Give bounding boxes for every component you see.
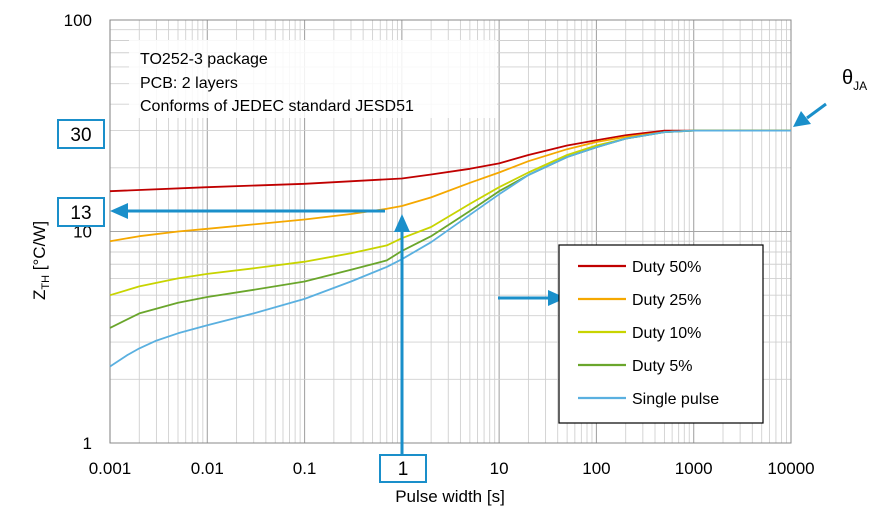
series-line: [109, 129, 791, 193]
series-line: [109, 129, 791, 243]
annotations: 30 13 1 θJA: [57, 67, 867, 483]
y-axis-title-main: Z: [30, 290, 49, 300]
theta-symbol: θ: [842, 67, 853, 89]
value-box-30-label: 30: [70, 125, 91, 146]
y-axis-title: ZTH [°C/W]: [30, 221, 52, 300]
y-tick-label: 1: [83, 434, 92, 453]
legend-label: Single pulse: [632, 391, 719, 408]
value-box-13-label: 13: [70, 203, 91, 224]
legend-label: Duty 25%: [632, 292, 701, 309]
x-tick-label: 10000: [767, 459, 814, 478]
legend-label: Duty 50%: [632, 259, 701, 276]
tick-labels: 0.001 0.01 0.1 10 100 1000 10000 1 10 100: [64, 11, 815, 478]
y-axis-title-sub: TH: [40, 275, 52, 290]
x-tick-label: 0.001: [89, 459, 132, 478]
vertical-guide-arrowhead: [394, 214, 410, 232]
theta-ja-label: θJA: [842, 67, 867, 93]
value-box-1-label: 1: [398, 459, 409, 480]
theta-pointer-arrow: [806, 102, 827, 120]
info-line-2: PCB: 2 layers: [140, 75, 238, 92]
value-box-30: [57, 119, 105, 149]
info-line-3: Conforms of JEDEC standard JESD51: [140, 98, 414, 115]
x-tick-label: 10: [490, 459, 509, 478]
legend-label: Duty 5%: [632, 358, 692, 375]
x-tick-label: 0.1: [293, 459, 317, 478]
x-axis-title: Pulse width [s]: [395, 487, 505, 506]
y-tick-label: 100: [64, 11, 92, 30]
y-tick-label: 10: [73, 223, 92, 242]
x-tick-label: 1000: [675, 459, 713, 478]
info-box: TO252-3 package PCB: 2 layers Conforms o…: [129, 40, 497, 118]
y-axis-title-unit: [°C/W]: [30, 221, 49, 275]
legend-label: Duty 10%: [632, 325, 701, 342]
legend-pointer-arrowhead: [548, 290, 566, 306]
x-tick-label: 100: [582, 459, 610, 478]
theta-subscript: JA: [853, 79, 867, 93]
x-tick-label: 0.01: [191, 459, 224, 478]
info-line-1: TO252-3 package: [140, 51, 268, 68]
theta-pointer-arrowhead: [793, 111, 811, 127]
plot-frame: [109, 19, 792, 444]
legend: Duty 50% Duty 25% Duty 10% Duty 5% Single pu…: [558, 244, 764, 424]
value-box-1: [379, 454, 427, 483]
horizontal-guide-arrowhead: [110, 203, 128, 219]
value-box-13: [57, 197, 105, 227]
